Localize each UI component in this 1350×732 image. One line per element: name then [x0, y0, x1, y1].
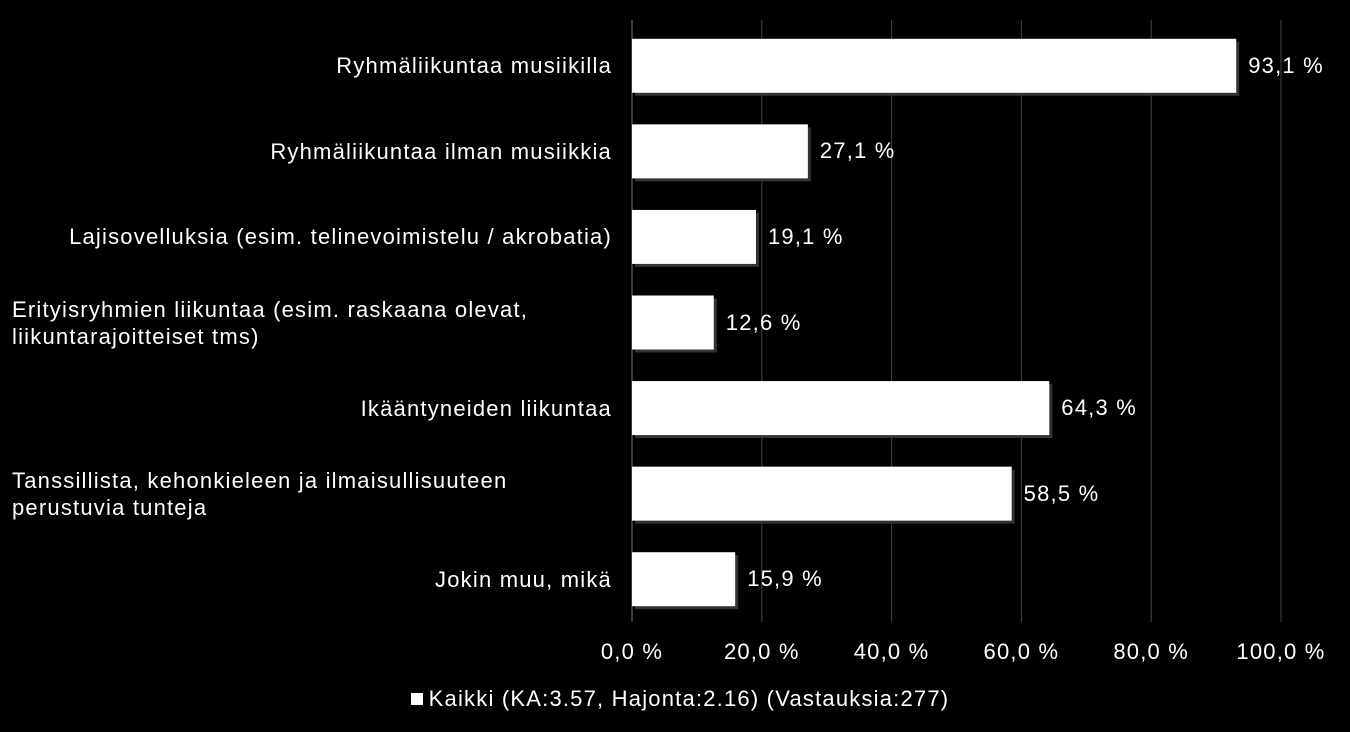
y-tick-label: Tanssillista, kehonkieleen ja ilmaisulli…: [12, 467, 508, 520]
x-tick-label: 0,0 %: [600, 639, 664, 664]
x-tick-label: 100,0 %: [1236, 639, 1326, 664]
category-label-box: Lajisovelluksia (esim. telinevoimistelu …: [0, 197, 612, 277]
legend: Kaikki (KA:3.57, Hajonta:2.16) (Vastauks…: [0, 685, 1350, 712]
y-tick-label: Lajisovelluksia (esim. telinevoimistelu …: [69, 224, 612, 250]
category-label-box: Tanssillista, kehonkieleen ja ilmaisulli…: [0, 454, 612, 534]
value-label: 12,6 %: [725, 309, 802, 335]
value-label: 93,1 %: [1248, 52, 1324, 78]
value-label: 64,3 %: [1061, 395, 1137, 421]
value-label: 15,9 %: [747, 566, 823, 592]
legend-swatch: [410, 693, 423, 705]
legend-label: Kaikki (KA:3.57, Hajonta:2.16) (Vastauks…: [428, 686, 950, 711]
category-label-box: Erityisryhmien liikuntaa (esim. raskaana…: [0, 283, 612, 363]
x-tick-label: 20,0 %: [723, 639, 800, 664]
y-tick-label: Ryhmäliikuntaa ilman musiikkia: [270, 138, 612, 164]
value-label: 27,1 %: [819, 138, 896, 164]
bar: [632, 381, 1050, 436]
category-label-box: Ikääntyneiden liikuntaa: [0, 368, 612, 448]
bar: [632, 466, 1012, 521]
x-tick-label: 40,0 %: [853, 639, 930, 664]
bar: [632, 209, 756, 264]
y-tick-label: Ikääntyneiden liikuntaa: [360, 395, 612, 421]
bar: [632, 124, 808, 179]
x-tick-label: 60,0 %: [983, 639, 1060, 664]
category-label-box: Jokin muu, mikä: [0, 539, 612, 619]
value-label: 19,1 %: [767, 223, 844, 249]
bar: [632, 38, 1237, 93]
y-tick-label: Ryhmäliikuntaa musiikilla: [336, 53, 612, 79]
category-label-box: Ryhmäliikuntaa musiikilla: [0, 26, 612, 106]
bar: [632, 552, 736, 607]
y-tick-label: Jokin muu, mikä: [435, 566, 612, 592]
value-label: 58,5 %: [1023, 480, 1100, 506]
x-tick-label: 80,0 %: [1113, 639, 1190, 664]
y-tick-label: Erityisryhmien liikuntaa (esim. raskaana…: [12, 296, 529, 349]
bar: [632, 295, 714, 350]
category-label-box: Ryhmäliikuntaa ilman musiikkia: [0, 111, 612, 191]
